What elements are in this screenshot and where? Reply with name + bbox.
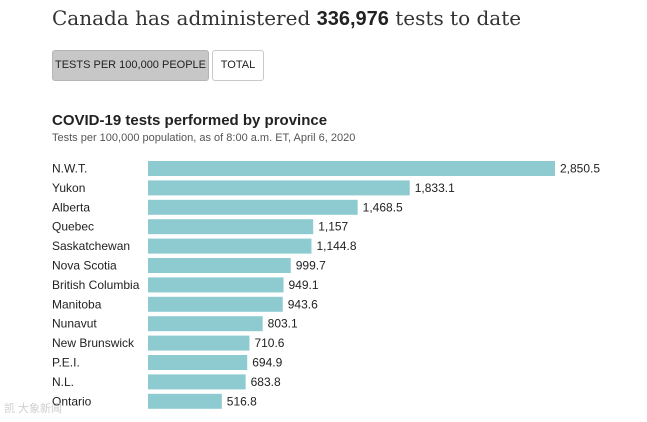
bar-ontario [148,393,222,409]
category-label-new-brunswick: New Brunswick [52,336,135,350]
bar-yukon [148,180,410,196]
value-label-ontario: 516.8 [227,394,257,408]
total-toggle-button[interactable]: TOTAL [212,50,264,81]
value-label-british-columbia: 949.1 [289,278,319,292]
category-label-saskatchewan: Saskatchewan [52,239,130,253]
value-label-quebec: 1,157 [318,220,348,234]
headline-suffix: tests to date [395,6,522,30]
headline-number: 336,976 [316,8,389,30]
value-label-n-w-t: 2,850.5 [560,162,600,176]
category-label-nunavut: Nunavut [52,317,97,331]
bar-nova-scotia [148,258,291,273]
category-label-n-l: N.L. [52,375,74,389]
value-label-yukon: 1,833.1 [415,181,455,195]
watermark: 凯 大象新闻 [4,403,63,415]
value-label-p-e-i: 694.9 [252,356,282,370]
category-label-n-w-t: N.W.T. [52,162,87,176]
category-label-nova-scotia: Nova Scotia [52,259,117,273]
value-label-n-l: 683.8 [251,375,281,389]
chart-subtitle: Tests per 100,000 population, as of 8:00… [52,132,356,144]
headline-prefix: Canada has administered [52,6,311,30]
category-label-ontario: Ontario [52,394,92,408]
bar-alberta [148,199,358,215]
bar-saskatchewan [148,238,312,254]
value-label-saskatchewan: 1,144.8 [316,239,356,253]
category-label-british-columbia: British Columbia [52,278,140,292]
category-label-quebec: Quebec [52,220,94,234]
bar-p-e-i [148,355,248,370]
bar-n-w-t [148,161,555,176]
per-100k-toggle-button[interactable]: TESTS PER 100,000 PEOPLE [52,50,209,81]
category-label-p-e-i: P.E.I. [52,356,80,370]
bar-nunavut [148,316,263,332]
bar-new-brunswick [148,335,250,351]
category-label-yukon: Yukon [52,181,85,195]
value-label-nunavut: 803.1 [268,317,298,331]
value-label-manitoba: 943.6 [288,297,318,311]
value-label-new-brunswick: 710.6 [254,336,284,350]
category-label-manitoba: Manitoba [52,297,102,311]
headline: Canada has administered 336,976 tests to… [52,6,521,31]
value-label-alberta: 1,468.5 [363,200,403,214]
bar-quebec [148,219,314,235]
bar-n-l [148,374,246,390]
chart-title: COVID-19 tests performed by province [52,112,328,129]
category-label-alberta: Alberta [52,200,90,214]
value-label-nova-scotia: 999.7 [296,259,326,273]
bar-british-columbia [148,277,284,293]
bar-manitoba [148,296,283,312]
